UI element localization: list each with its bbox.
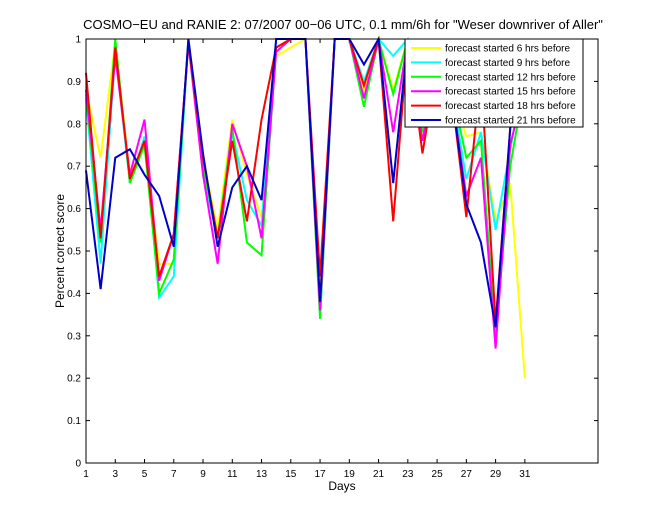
x-tick-label: 5 <box>142 469 148 480</box>
x-tick-label: 9 <box>200 469 206 480</box>
y-tick-label: 0.5 <box>67 247 81 258</box>
x-tick-label: 25 <box>432 469 444 480</box>
legend-box <box>404 38 584 128</box>
x-tick-label: 3 <box>112 469 118 480</box>
x-tick-label: 13 <box>256 469 268 480</box>
y-tick-label: 0.4 <box>67 289 81 300</box>
legend-label-4: forecast started 15 hrs before <box>445 87 576 98</box>
x-tick-label: 21 <box>373 469 385 480</box>
y-tick-label: 0.6 <box>67 204 81 215</box>
x-tick-label: 27 <box>461 469 473 480</box>
x-tick-label: 31 <box>519 469 531 480</box>
y-tick-label: 0.9 <box>67 77 81 88</box>
legend-label-1: forecast started 6 hrs before <box>445 44 571 55</box>
x-axis-label: Days <box>328 479 355 493</box>
x-tick-label: 19 <box>344 469 356 480</box>
y-tick-label: 0.1 <box>67 416 81 427</box>
y-tick-label: 0 <box>75 459 81 470</box>
plot-frame <box>85 38 599 464</box>
legend-label-2: forecast started 9 hrs before <box>445 58 571 69</box>
x-tick-label: 7 <box>171 469 177 480</box>
legend-label-3: forecast started 12 hrs before <box>445 72 576 83</box>
y-axis-label: Percent correct score <box>53 194 67 308</box>
x-tick-label: 23 <box>402 469 414 480</box>
y-tick-label: 0.3 <box>67 331 81 342</box>
x-tick-label: 17 <box>314 469 326 480</box>
y-tick-label: 0.8 <box>67 119 81 130</box>
y-tick-label: 1 <box>75 35 81 46</box>
y-tick-label: 0.7 <box>67 162 81 173</box>
x-tick-label: 15 <box>285 469 297 480</box>
legend-label-6: forecast started 21 hrs before <box>445 116 576 127</box>
x-tick-label: 29 <box>490 469 502 480</box>
x-tick-label: 1 <box>83 469 89 480</box>
y-tick-label: 0.2 <box>67 374 81 385</box>
x-tick-label: 11 <box>227 469 238 480</box>
legend-label-5: forecast started 18 hrs before <box>445 101 576 112</box>
chart-title: COSMO−EU and RANIE 2: 07/2007 00−06 UTC,… <box>83 17 603 32</box>
legend: forecast started 6 hrs before forecast st… <box>404 38 584 128</box>
